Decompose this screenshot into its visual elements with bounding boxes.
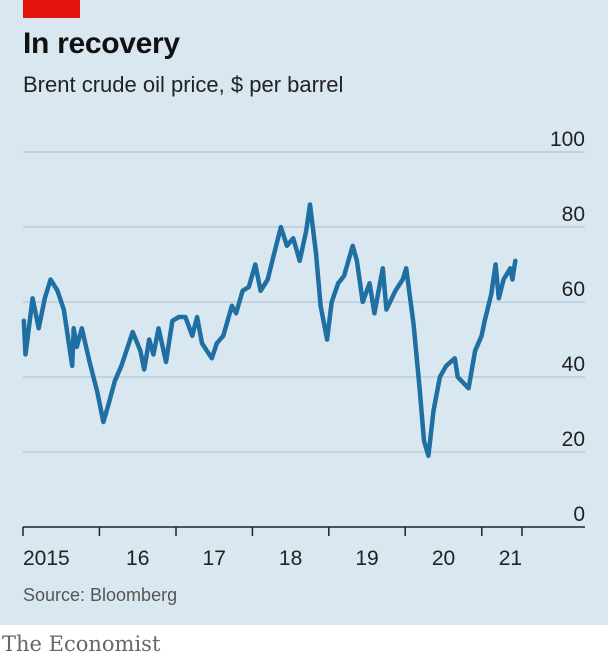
source-note: Source: Bloomberg — [23, 585, 178, 605]
x-tick-label-19: 19 — [355, 547, 378, 570]
publisher-wordmark: The Economist — [2, 632, 161, 656]
chart-subtitle: Brent crude oil price, $ per barrel — [23, 72, 344, 97]
y-tick-label-40: 40 — [562, 353, 585, 376]
y-tick-label-60: 60 — [562, 278, 585, 301]
y-tick-label-20: 20 — [562, 428, 585, 451]
x-tick-label-18: 18 — [279, 547, 302, 570]
series-line-0 — [21, 202, 518, 459]
x-tick-label-21: 21 — [499, 547, 522, 570]
x-tick-label-17: 17 — [203, 547, 226, 570]
chart-card — [0, 0, 608, 625]
brand-tag — [23, 0, 80, 18]
chart-title: In recovery — [23, 27, 180, 60]
y-tick-label-100: 100 — [550, 128, 585, 151]
y-tick-label-80: 80 — [562, 203, 585, 226]
x-tick-label-20: 20 — [432, 547, 455, 570]
x-tick-label-2015: 2015 — [23, 547, 70, 570]
x-tick-label-16: 16 — [126, 547, 149, 570]
y-tick-label-0: 0 — [573, 503, 585, 526]
line-chart: 0 20 40 60 80 100 2015 16 17 18 19 20 21 — [21, 128, 585, 570]
